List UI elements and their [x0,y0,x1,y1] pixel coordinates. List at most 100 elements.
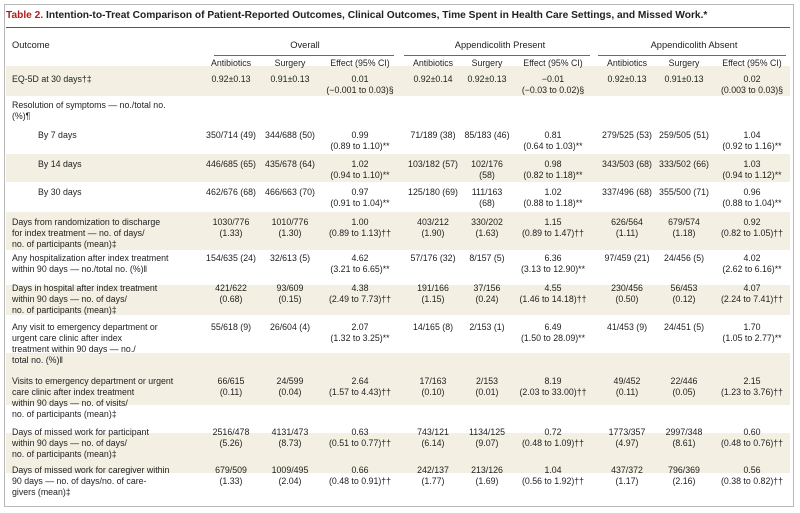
table-cell: 37/156 [473,283,501,293]
table-cell: 330/202 [471,217,503,227]
table-cell: 1.04 [743,130,761,140]
group-header-appendicolith-present: Appendicolith Present [454,40,546,50]
table-cell: 421/622 [215,283,247,293]
row-label: givers (mean)‡ [12,487,71,497]
table-cell: 0.01 [351,74,369,84]
table-cell: 1.02 [544,187,562,197]
table-cell: 2.07 [351,322,369,332]
table-cell: 1773/357 [608,427,646,437]
table-cell: 85/183 (46) [464,130,510,140]
table-cell: 343/503 (68) [602,159,652,169]
row-shade [6,285,790,315]
row-label: Any hospitalization after index treatmen… [12,253,169,263]
subheader-effect: Effect (95% CI) [523,58,583,68]
table-cell: 57/176 (32) [410,253,456,263]
table-cell: (0.38 to 0.82)†† [720,476,784,486]
table-cell: 4.38 [351,283,369,293]
table-number: Table 2. [6,10,44,21]
table-cell: (0.88 to 1.04)** [722,198,782,208]
table-cell: (1.30) [278,228,302,238]
table-cell: 56/453 [670,283,698,293]
table-cell: 230/456 [611,283,643,293]
table-cell: 26/604 (4) [269,322,311,332]
table-cell: (8.73) [278,438,302,448]
table-cell: 1.15 [544,217,562,227]
table-cell: 4.02 [743,253,761,263]
table-cell: (1.57 to 4.43)†† [328,387,392,397]
table-cell: (−0.03 to 0.02)§ [521,85,585,95]
group-underline [598,55,786,56]
row-label: no. of participants (mean)‡ [12,409,117,419]
table-cell: 213/126 [471,465,503,475]
table-cell: 1010/776 [271,217,309,227]
table-cell: 93/609 [276,283,304,293]
table-cell: 49/452 [613,376,641,386]
table-cell: 0.96 [743,187,761,197]
table-cell: 242/137 [417,465,449,475]
row-shade [6,154,790,182]
table-cell: (1.46 to 14.18)†† [519,294,587,304]
table-cell: (0.48 to 0.76)†† [720,438,784,448]
table-cell: (0.48 to 0.91)†† [328,476,392,486]
table-cell: 355/500 (71) [659,187,709,197]
table-cell: 1.04 [544,465,562,475]
table-cell: (2.03 to 33.00)†† [519,387,587,397]
table-cell: 0.02 [743,74,761,84]
table-cell: 24/451 (5) [663,322,705,332]
table-cell: 14/165 (8) [412,322,454,332]
table-cell: 32/613 (5) [269,253,311,263]
table-cell: 0.63 [351,427,369,437]
table-cell: 6.49 [544,322,562,332]
table-cell: 462/676 (68) [206,187,256,197]
row-label: Visits to emergency department or urgent [12,376,174,386]
row-label: treatment within 90 days — no./ [12,344,136,354]
table-cell: 446/685 (65) [206,159,256,169]
row-label: By 7 days [38,130,77,140]
table-cell: 2/153 (1) [469,322,505,332]
row-shade [6,212,790,250]
row-label: Days from randomization to discharge [12,217,161,227]
table-cell: 403/212 [417,217,449,227]
table-cell: 22/446 [670,376,698,386]
table-cell: −0.01 [541,74,565,84]
table-cell: 191/166 [417,283,449,293]
table-cell: (0.10) [421,387,445,397]
table-cell: (68) [479,198,495,208]
table-cell: (0.01) [475,387,499,397]
row-label: Days in hospital after index treatment [12,283,158,293]
table-cell: (0.05) [672,387,696,397]
row-label: 90 days — no. of days/no. of care- [12,476,147,486]
table-cell: 679/509 [215,465,247,475]
caption-rule [6,27,790,28]
table-cell: (4.97) [615,438,639,448]
table-cell: (2.04) [278,476,302,486]
table-cell: (0.82 to 1.18)** [523,170,583,180]
row-shade [6,353,790,405]
table-cell: (1.90) [421,228,445,238]
row-label: within 90 days — no. of days/ [12,438,127,448]
row-label: total no. (%)‖ [12,355,64,365]
table-cell: 97/459 (21) [604,253,650,263]
table-cell: (0.003 to 0.03)§ [720,85,784,95]
row-label: for index treatment — no. of days/ [12,228,145,238]
table-cell: (0.89 to 1.47)†† [521,228,585,238]
table-cell: 66/615 [217,376,245,386]
row-label: Resolution of symptoms — no./total no. [12,100,166,110]
table-cell: 0.92±0.13 [467,74,507,84]
table-cell: 796/369 [668,465,700,475]
table-cell: 0.92±0.13 [211,74,251,84]
row-label: Days of missed work for participant [12,427,149,437]
table-cell: 8/157 (5) [469,253,505,263]
table-cell: (0.94 to 1.12)** [722,170,782,180]
subheader-surgery: Surgery [668,58,700,68]
table-cell: (9.07) [475,438,499,448]
table-cell: (1.63) [475,228,499,238]
table-cell: 1.02 [351,159,369,169]
outcome-header: Outcome [12,40,50,50]
table-cell: 24/456 (5) [663,253,705,263]
table-cell: 154/635 (24) [206,253,256,263]
table-cell: 1030/776 [212,217,250,227]
table-cell: (1.17) [615,476,639,486]
table-cell: 24/599 [276,376,304,386]
table-cell: (6.14) [421,438,445,448]
